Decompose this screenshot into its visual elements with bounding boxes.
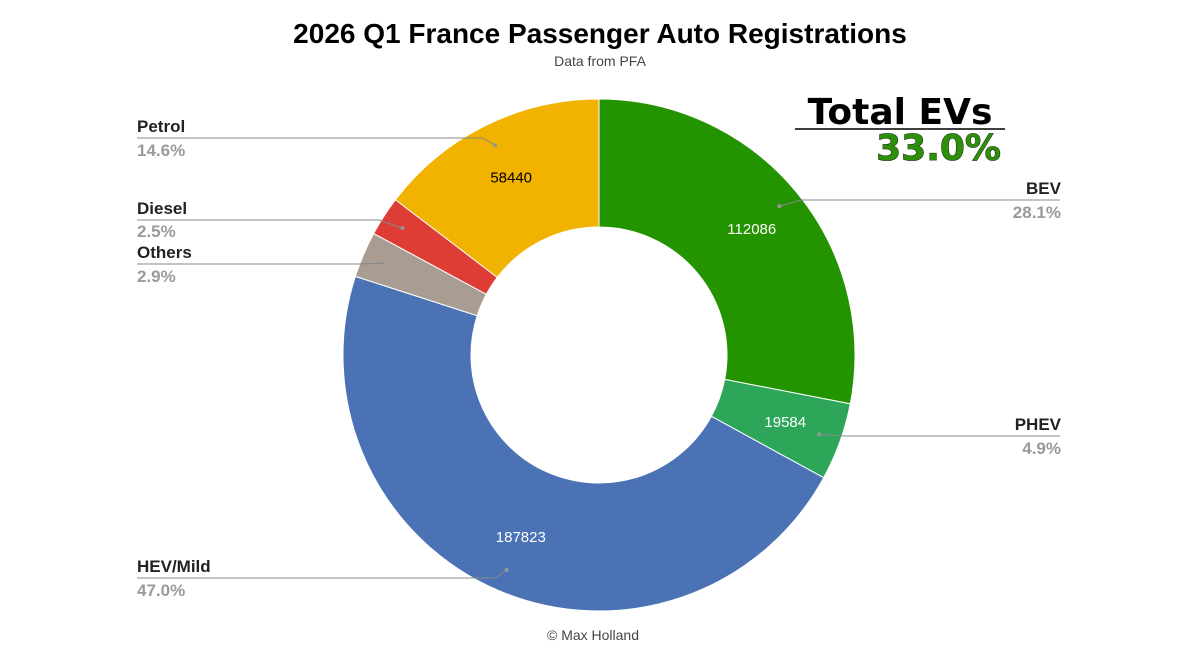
slice-hev-mild xyxy=(342,275,825,612)
slice-value-label: 58440 xyxy=(490,170,532,187)
leader-line xyxy=(779,199,1060,207)
label-name-petrol: Petrol xyxy=(137,117,185,136)
leader-line xyxy=(819,433,1060,437)
donut-slices xyxy=(342,98,856,612)
label-percent-diesel: 2.5% xyxy=(137,222,176,241)
leader-line xyxy=(137,262,384,265)
label-percent-phev: 4.9% xyxy=(1022,439,1061,458)
label-percent-others: 2.9% xyxy=(137,267,176,286)
label-percent-petrol: 14.6% xyxy=(137,141,185,160)
slice-value-labels: 112086 19584 187823 58440 xyxy=(490,170,806,546)
total-evs-value: 33.0% xyxy=(876,128,1001,169)
label-percent-hev-mild: 47.0% xyxy=(137,581,185,600)
slice-petrol xyxy=(394,98,600,279)
label-name-phev: PHEV xyxy=(1015,415,1062,434)
chart-title: 2026 Q1 France Passenger Auto Registrati… xyxy=(293,18,907,49)
total-evs-annotation: Total EVs 33.0% xyxy=(795,92,1005,169)
leader-line xyxy=(137,137,496,146)
chart-subtitle: Data from PFA xyxy=(554,53,646,69)
chart-footer: © Max Holland xyxy=(547,627,639,643)
label-name-bev: BEV xyxy=(1026,179,1062,198)
slice-value-label: 112086 xyxy=(727,221,776,238)
outside-labels: BEV 28.1% PHEV 4.9% HEV/Mild 47.0% Others 2.9% D… xyxy=(137,117,1062,600)
total-evs-label: Total EVs xyxy=(808,92,993,133)
slice-value-label: 19584 xyxy=(764,414,806,431)
label-name-others: Others xyxy=(137,243,192,262)
label-percent-bev: 28.1% xyxy=(1013,203,1061,222)
slice-bev xyxy=(598,98,856,405)
leader-line xyxy=(137,219,403,229)
label-name-diesel: Diesel xyxy=(137,199,187,218)
slice-value-label: 187823 xyxy=(496,529,546,546)
label-name-hev-mild: HEV/Mild xyxy=(137,557,211,576)
leader-line xyxy=(137,569,507,579)
